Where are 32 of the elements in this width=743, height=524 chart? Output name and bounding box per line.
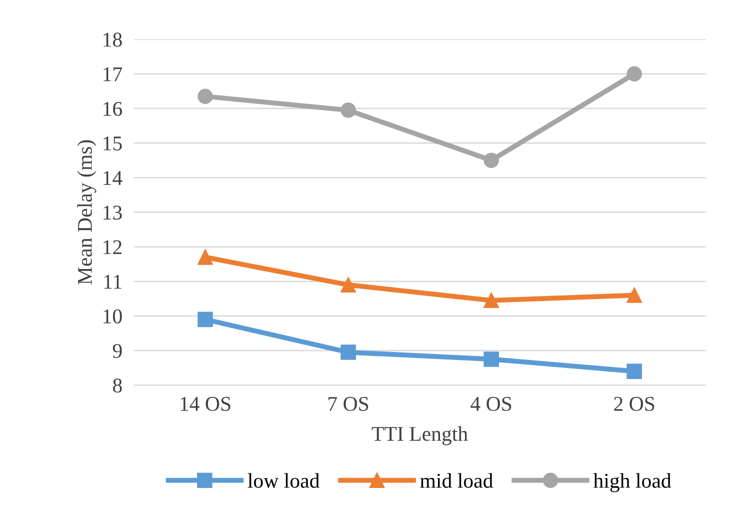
point [340, 102, 356, 118]
point [626, 364, 642, 379]
y-tick-label: 8 [113, 378, 122, 393]
y-tick-label: 18 [104, 32, 122, 47]
legend-label: high load [593, 473, 672, 492]
point [198, 88, 213, 104]
y-tick-label: 16 [104, 102, 122, 116]
y-tick-label: 12 [104, 240, 122, 254]
x-tick-label: 14 OS [180, 396, 230, 411]
x-tick-label: 2 OS [614, 396, 654, 411]
x-tick-label: 7 OS [328, 396, 368, 411]
legend-label: mid load [420, 473, 493, 488]
y-tick-label: 13 [104, 206, 122, 220]
x-axis-title: TTI Length [372, 426, 468, 446]
point [198, 250, 213, 265]
y-axis-title: Mean Delay (ms) [77, 140, 96, 285]
y-tick-label: 11 [104, 274, 122, 289]
y-tick-label: 15 [104, 136, 122, 150]
y-tick-label: 17 [104, 67, 122, 82]
point [198, 312, 213, 328]
y-tick-label: 14 [104, 171, 122, 185]
point [484, 292, 499, 308]
x-tick-label: 4 OS [470, 396, 512, 411]
point [626, 66, 642, 82]
y-tick-label: 9 [112, 344, 122, 358]
point [484, 152, 499, 168]
point [340, 277, 356, 292]
legend-label: low load [248, 473, 320, 488]
point [340, 344, 356, 360]
point [484, 352, 499, 367]
point [626, 288, 642, 303]
y-tick-label: 10 [104, 309, 122, 324]
